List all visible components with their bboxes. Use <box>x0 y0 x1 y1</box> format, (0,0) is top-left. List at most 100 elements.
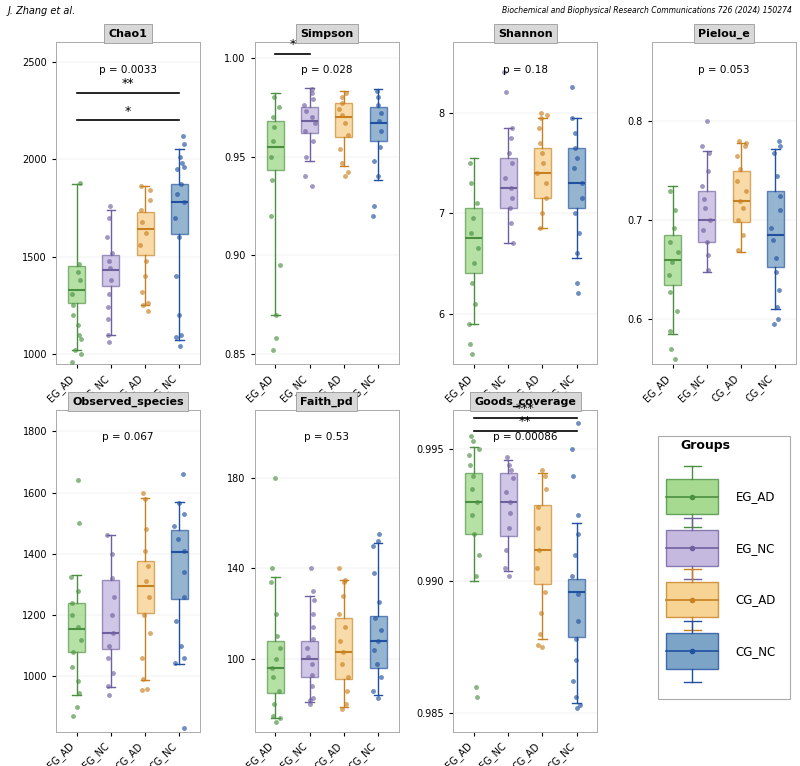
Point <box>75 348 88 360</box>
Point <box>770 252 782 264</box>
Text: CG_AD: CG_AD <box>735 593 776 606</box>
Point <box>470 680 482 692</box>
Point <box>338 574 351 586</box>
Point <box>142 305 154 317</box>
PathPatch shape <box>266 121 284 170</box>
Text: ***: *** <box>516 402 534 415</box>
Point <box>372 535 385 548</box>
Point <box>178 566 190 578</box>
Point <box>274 712 286 724</box>
Point <box>730 150 743 162</box>
Point <box>368 200 381 212</box>
Point <box>338 117 351 129</box>
Point <box>470 496 483 508</box>
Point <box>506 237 519 249</box>
Point <box>463 459 476 471</box>
Point <box>466 348 478 360</box>
FancyBboxPatch shape <box>658 436 790 699</box>
Point <box>371 170 384 182</box>
Point <box>270 332 282 345</box>
Point <box>370 657 383 669</box>
Point <box>372 635 385 647</box>
Point <box>466 277 478 290</box>
Point <box>767 318 780 330</box>
Point <box>71 266 84 278</box>
Point <box>265 210 278 222</box>
Point <box>172 497 185 509</box>
Text: EG_AD: EG_AD <box>735 490 775 503</box>
Point <box>739 137 752 149</box>
Point <box>102 680 114 692</box>
PathPatch shape <box>664 235 681 285</box>
Point <box>575 177 588 189</box>
Point <box>72 675 85 687</box>
Point <box>570 247 583 260</box>
Point <box>567 470 580 482</box>
Point <box>472 242 485 254</box>
Point <box>336 156 349 169</box>
Point <box>143 627 156 640</box>
Point <box>341 685 354 697</box>
Text: J. Zhang et al.: J. Zhang et al. <box>8 6 76 16</box>
Point <box>566 570 578 582</box>
Point <box>134 239 147 251</box>
Point <box>702 264 714 276</box>
Point <box>664 325 677 337</box>
Point <box>499 486 512 498</box>
Text: p = 0.053: p = 0.053 <box>698 64 750 74</box>
Point <box>573 227 586 239</box>
Point <box>66 646 79 658</box>
Point <box>335 97 348 110</box>
FancyBboxPatch shape <box>666 531 718 566</box>
Text: CG_NC: CG_NC <box>735 645 776 657</box>
PathPatch shape <box>102 580 119 650</box>
Point <box>105 274 118 286</box>
Point <box>568 162 581 174</box>
Point <box>66 355 78 368</box>
PathPatch shape <box>171 185 188 234</box>
Point <box>102 640 115 652</box>
Point <box>466 212 479 224</box>
PathPatch shape <box>466 208 482 273</box>
Point <box>473 548 486 561</box>
Point <box>701 115 714 127</box>
PathPatch shape <box>68 603 85 652</box>
Point <box>74 274 86 286</box>
Point <box>72 517 85 529</box>
FancyBboxPatch shape <box>666 633 718 669</box>
Point <box>535 207 548 219</box>
Point <box>141 683 154 695</box>
Point <box>739 185 752 197</box>
Point <box>267 135 280 147</box>
Text: *: * <box>290 38 295 51</box>
Point <box>69 344 82 356</box>
Point <box>272 101 285 113</box>
Point <box>298 125 311 137</box>
Point <box>472 444 485 456</box>
Point <box>734 195 746 207</box>
Point <box>534 136 546 149</box>
Point <box>72 258 85 270</box>
Point <box>269 472 282 484</box>
Point <box>575 192 588 204</box>
Point <box>66 661 78 673</box>
PathPatch shape <box>335 618 352 679</box>
Point <box>65 609 78 621</box>
Point <box>140 227 153 239</box>
Point <box>70 701 83 713</box>
Point <box>138 545 151 557</box>
Point <box>570 691 583 703</box>
Point <box>336 657 349 669</box>
Point <box>338 621 351 633</box>
Point <box>731 175 744 187</box>
Point <box>506 473 519 485</box>
Point <box>336 109 349 121</box>
Point <box>270 716 283 728</box>
Point <box>172 309 185 321</box>
Point <box>569 548 582 561</box>
Point <box>671 246 684 258</box>
Point <box>372 692 385 704</box>
Point <box>462 317 475 329</box>
Point <box>134 204 147 216</box>
Point <box>698 192 710 205</box>
